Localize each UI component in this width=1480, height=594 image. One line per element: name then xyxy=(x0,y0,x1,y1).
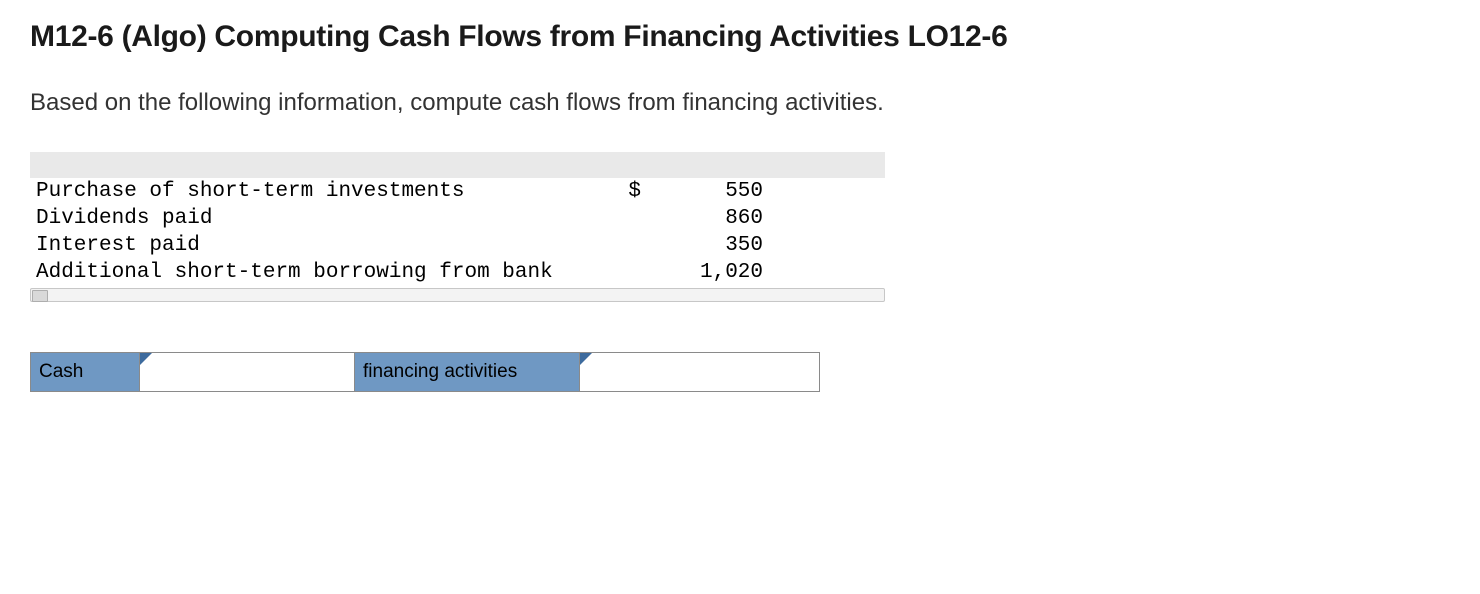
row-currency xyxy=(605,232,647,259)
row-label: Interest paid xyxy=(30,232,605,259)
table-row: Additional short-term borrowing from ban… xyxy=(30,259,885,286)
cash-label-cell: Cash xyxy=(30,352,140,392)
table-header-row xyxy=(30,152,885,178)
row-label: Additional short-term borrowing from ban… xyxy=(30,259,605,286)
amount-input[interactable] xyxy=(580,352,820,392)
table-row: Dividends paid 860 xyxy=(30,205,885,232)
row-currency: $ xyxy=(605,178,647,205)
row-label: Purchase of short-term investments xyxy=(30,178,605,205)
page-title: M12-6 (Algo) Computing Cash Flows from F… xyxy=(30,20,1450,54)
answer-row: Cash financing activities xyxy=(30,352,1450,392)
row-label: Dividends paid xyxy=(30,205,605,232)
row-value: 860 xyxy=(647,205,783,232)
row-value: 350 xyxy=(647,232,783,259)
row-value: 1,020 xyxy=(647,259,783,286)
row-value: 550 xyxy=(647,178,783,205)
question-prompt: Based on the following information, comp… xyxy=(30,89,1450,117)
row-currency xyxy=(605,205,647,232)
input-corner-icon xyxy=(580,353,592,365)
table-row: Purchase of short-term investments $ 550 xyxy=(30,178,885,205)
scrollbar-thumb[interactable] xyxy=(32,290,48,302)
dropdown-corner-icon xyxy=(140,353,152,365)
table-row: Interest paid 350 xyxy=(30,232,885,259)
horizontal-scrollbar[interactable] xyxy=(30,288,885,302)
row-currency xyxy=(605,259,647,286)
data-table: Purchase of short-term investments $ 550… xyxy=(30,152,885,286)
financing-label-cell: financing activities xyxy=(355,352,580,392)
cash-label: Cash xyxy=(39,361,83,383)
financing-label: financing activities xyxy=(363,361,517,383)
direction-dropdown[interactable] xyxy=(140,352,355,392)
